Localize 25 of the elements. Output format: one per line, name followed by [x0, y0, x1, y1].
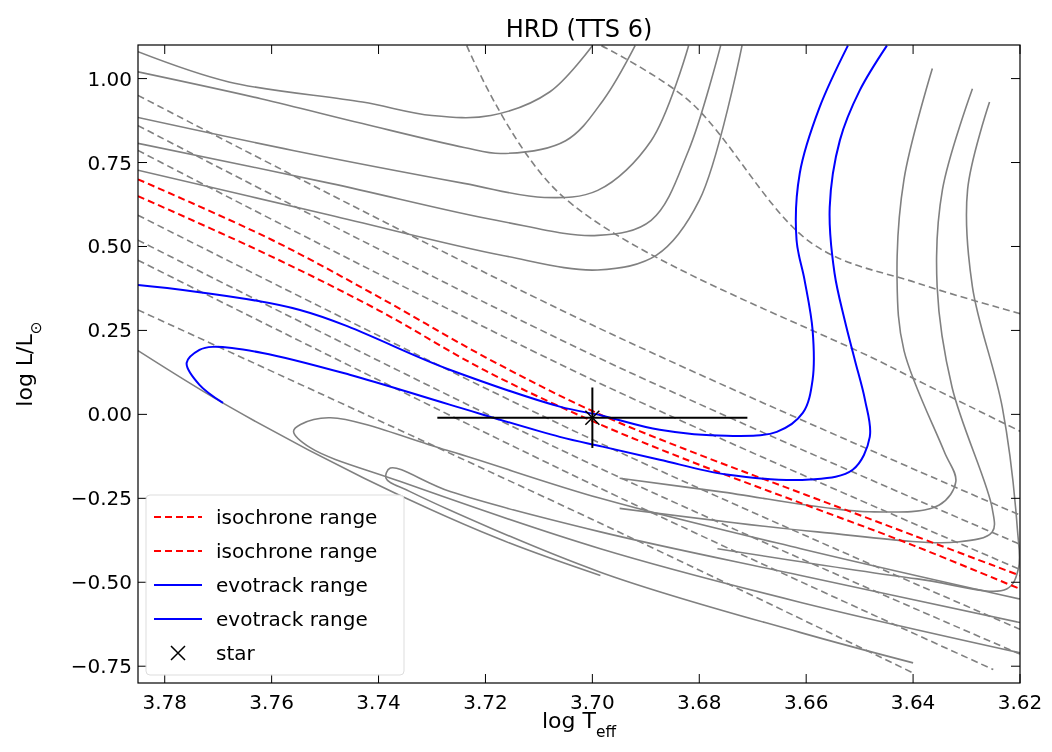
y-tick-label: 0.75 — [87, 150, 132, 175]
legend-label: isochrone range — [216, 505, 378, 529]
x-tick-label: 3.62 — [997, 690, 1043, 714]
y-tick-label: −0.50 — [70, 570, 132, 595]
x-tick-label: 3.64 — [890, 690, 936, 714]
line-series — [185, 45, 888, 482]
x-tick-label: 3.68 — [677, 690, 722, 714]
legend-label: evotrack range — [216, 607, 368, 631]
x-axis-title: log T$_{eff}$ — [541, 708, 617, 741]
y-tick-label: −0.25 — [70, 486, 132, 511]
y-tick-label: 0.25 — [87, 318, 132, 343]
legend-label: isochrone range — [216, 539, 378, 563]
y-tick-label: 0.50 — [87, 234, 132, 259]
line-series — [138, 45, 849, 437]
y-tick-label: 1.00 — [87, 66, 132, 91]
legend-label: evotrack range — [216, 573, 368, 597]
x-tick-label: 3.72 — [463, 690, 508, 714]
x-tick-label: 3.78 — [142, 690, 187, 714]
x-tick-label: 3.74 — [356, 690, 401, 714]
x-tick-label: 3.66 — [783, 690, 829, 714]
chart-title: HRD (TTS 6) — [505, 15, 653, 43]
y-tick-label: −0.75 — [70, 654, 132, 679]
x-tick-label: 3.76 — [249, 690, 294, 714]
y-tick-label: 0.00 — [87, 402, 132, 427]
legend-label: star — [216, 641, 256, 665]
